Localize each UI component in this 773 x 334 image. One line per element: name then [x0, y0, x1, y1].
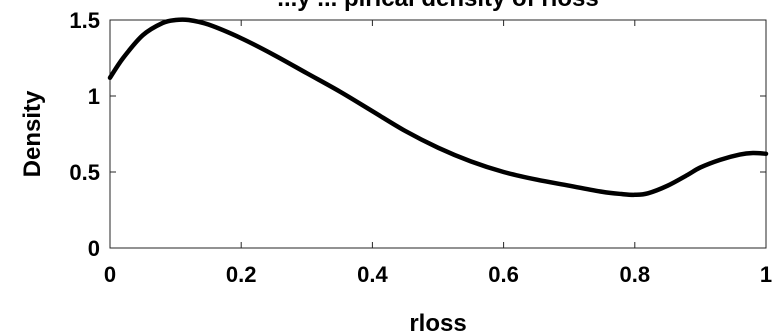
- y-tick-label: 0.5: [69, 160, 100, 185]
- plot-frame: [109, 19, 767, 249]
- y-tick-label: 0: [88, 236, 100, 261]
- y-tick-label: 1.5: [69, 8, 100, 33]
- chart-title: ...y ... pirical density of rloss: [277, 0, 598, 12]
- y-axis-label: Density: [19, 90, 46, 177]
- y-tick-label: 1: [88, 84, 100, 109]
- tick-labels: 0 0.2 0.4 0.6 0.8 1 0 0.5 1 1.5: [69, 8, 772, 287]
- x-tick-label: 1: [760, 262, 772, 287]
- x-tick-label: 0.2: [226, 262, 257, 287]
- density-line: [107, 17, 769, 198]
- x-axis-label: rloss: [409, 310, 466, 334]
- x-tick-label: 0: [104, 262, 116, 287]
- x-tick-label: 0.4: [357, 262, 388, 287]
- series-layer: [107, 17, 769, 198]
- x-tick-label: 0.8: [620, 262, 651, 287]
- x-tick-label: 0.6: [488, 262, 519, 287]
- axes: [109, 19, 767, 249]
